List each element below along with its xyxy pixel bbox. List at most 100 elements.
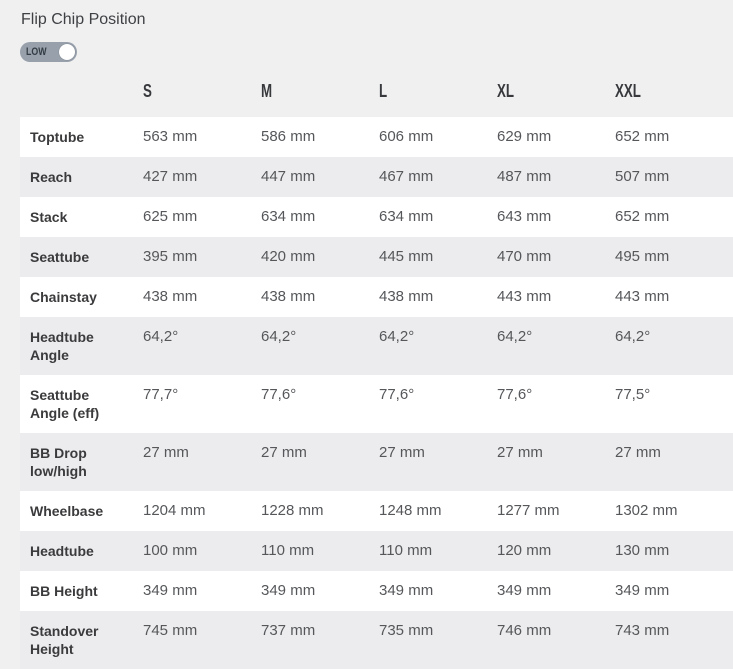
value-cell: 1302 mm: [615, 502, 678, 519]
table-row: Seattube Angle (eff) 77,7° 77,6° 77,6° 77,6°…: [20, 375, 733, 433]
value-cell: 64,2°: [261, 328, 297, 345]
column-header-label: M: [261, 81, 273, 101]
value-cell: 27 mm: [497, 444, 543, 461]
value-cell: 735 mm: [379, 622, 434, 639]
column-header-label: L: [379, 81, 388, 101]
value-cell: 77,6°: [379, 386, 415, 403]
value-cell: 1277 mm: [497, 502, 560, 519]
value-cell: 1204 mm: [143, 502, 206, 519]
row-label: Seattube Angle (eff): [30, 387, 100, 421]
column-header-m: M: [243, 76, 361, 117]
table-row: Reach 427 mm 447 mm 467 mm 487 mm 507 mm: [20, 157, 733, 197]
column-header-label: XXL: [615, 81, 641, 101]
table-row: Headtube 100 mm 110 mm 110 mm 120 mm 130 mm: [20, 531, 733, 571]
column-header-label: XL: [497, 81, 515, 101]
value-cell: 395 mm: [143, 248, 198, 265]
value-cell: 643 mm: [497, 208, 552, 225]
value-cell: 120 mm: [497, 542, 552, 559]
value-cell: 443 mm: [497, 288, 552, 305]
value-cell: 77,7°: [143, 386, 179, 403]
table-row: Standover Height 745 mm 737 mm 735 mm 746 mm…: [20, 611, 733, 669]
value-cell: 1228 mm: [261, 502, 324, 519]
row-label: BB Drop low/​high: [30, 445, 87, 479]
value-cell: 77,6°: [261, 386, 297, 403]
section-title: Flip Chip Position: [21, 11, 146, 28]
table-row: Toptube 563 mm 586 mm 606 mm 629 mm 652 mm: [20, 117, 733, 157]
row-label: Headtube Angle: [30, 329, 94, 363]
value-cell: 100 mm: [143, 542, 198, 559]
value-cell: 634 mm: [379, 208, 434, 225]
value-cell: 130 mm: [615, 542, 670, 559]
value-cell: 110 mm: [379, 542, 433, 559]
value-cell: 438 mm: [261, 288, 316, 305]
flip-chip-toggle[interactable]: LOW: [20, 42, 77, 62]
value-cell: 746 mm: [497, 622, 552, 639]
column-header-xxl: XXL: [597, 76, 733, 117]
column-header-s: S: [125, 76, 243, 117]
row-label: Seattube: [30, 249, 90, 265]
value-cell: 110 mm: [261, 542, 315, 559]
value-cell: 427 mm: [143, 168, 198, 185]
value-cell: 64,2°: [615, 328, 651, 345]
value-cell: 64,2°: [379, 328, 415, 345]
value-cell: 27 mm: [615, 444, 661, 461]
value-cell: 634 mm: [261, 208, 316, 225]
toggle-knob-icon[interactable]: [58, 44, 75, 60]
value-cell: 652 mm: [615, 208, 670, 225]
value-cell: 438 mm: [143, 288, 198, 305]
table-row: Headtube Angle 64,2° 64,2° 64,2° 64,2° 64,2°: [20, 317, 733, 375]
geometry-table: S M L XL XXL Toptube 563 mm 586 mm 606 mm 629 mm…: [20, 76, 733, 669]
value-cell: 745 mm: [143, 622, 198, 639]
column-header-label: S: [143, 81, 152, 101]
value-cell: 586 mm: [261, 128, 316, 145]
value-cell: 629 mm: [497, 128, 552, 145]
table-row: BB Drop low/​high 27 mm 27 mm 27 mm 27 mm 27 …: [20, 433, 733, 491]
value-cell: 652 mm: [615, 128, 670, 145]
value-cell: 349 mm: [261, 582, 316, 599]
row-label: Chainstay: [30, 289, 97, 305]
value-cell: 27 mm: [379, 444, 425, 461]
column-header-xl: XL: [479, 76, 597, 117]
value-cell: 349 mm: [379, 582, 434, 599]
value-cell: 77,6°: [497, 386, 533, 403]
value-cell: 64,2°: [497, 328, 533, 345]
value-cell: 625 mm: [143, 208, 198, 225]
table-row: Wheelbase 1204 mm 1228 mm 1248 mm 1277 mm 130…: [20, 491, 733, 531]
value-cell: 438 mm: [379, 288, 434, 305]
row-label: Stack: [30, 209, 68, 225]
row-label: Standover Height: [30, 623, 99, 657]
row-label: Reach: [30, 169, 73, 185]
value-cell: 27 mm: [261, 444, 307, 461]
value-cell: 470 mm: [497, 248, 552, 265]
value-cell: 563 mm: [143, 128, 198, 145]
table-row: BB Height 349 mm 349 mm 349 mm 349 mm 349 mm: [20, 571, 733, 611]
value-cell: 27 mm: [143, 444, 189, 461]
value-cell: 447 mm: [261, 168, 316, 185]
value-cell: 443 mm: [615, 288, 670, 305]
value-cell: 467 mm: [379, 168, 434, 185]
toggle-state-label: LOW: [26, 46, 47, 58]
row-label: Toptube: [30, 129, 85, 145]
column-header-l: L: [361, 76, 479, 117]
value-cell: 737 mm: [261, 622, 316, 639]
value-cell: 487 mm: [497, 168, 552, 185]
value-cell: 743 mm: [615, 622, 670, 639]
value-cell: 445 mm: [379, 248, 434, 265]
table-row: Stack 625 mm 634 mm 634 mm 643 mm 652 mm: [20, 197, 733, 237]
value-cell: 349 mm: [497, 582, 552, 599]
value-cell: 349 mm: [615, 582, 670, 599]
row-label: Wheelbase: [30, 503, 104, 519]
row-label: Headtube: [30, 543, 94, 559]
value-cell: 507 mm: [615, 168, 670, 185]
row-label: BB Height: [30, 583, 98, 599]
header-row: S M L XL XXL: [20, 76, 733, 117]
value-cell: 420 mm: [261, 248, 316, 265]
table-row: Seattube 395 mm 420 mm 445 mm 470 mm 495 mm: [20, 237, 733, 277]
value-cell: 64,2°: [143, 328, 179, 345]
value-cell: 1248 mm: [379, 502, 442, 519]
table-row: Chainstay 438 mm 438 mm 438 mm 443 mm 443 mm: [20, 277, 733, 317]
value-cell: 606 mm: [379, 128, 434, 145]
header-empty-cell: [20, 76, 125, 117]
value-cell: 349 mm: [143, 582, 198, 599]
geometry-panel: Flip Chip Position LOW S M L XL XXL Toptube 5…: [0, 10, 733, 669]
